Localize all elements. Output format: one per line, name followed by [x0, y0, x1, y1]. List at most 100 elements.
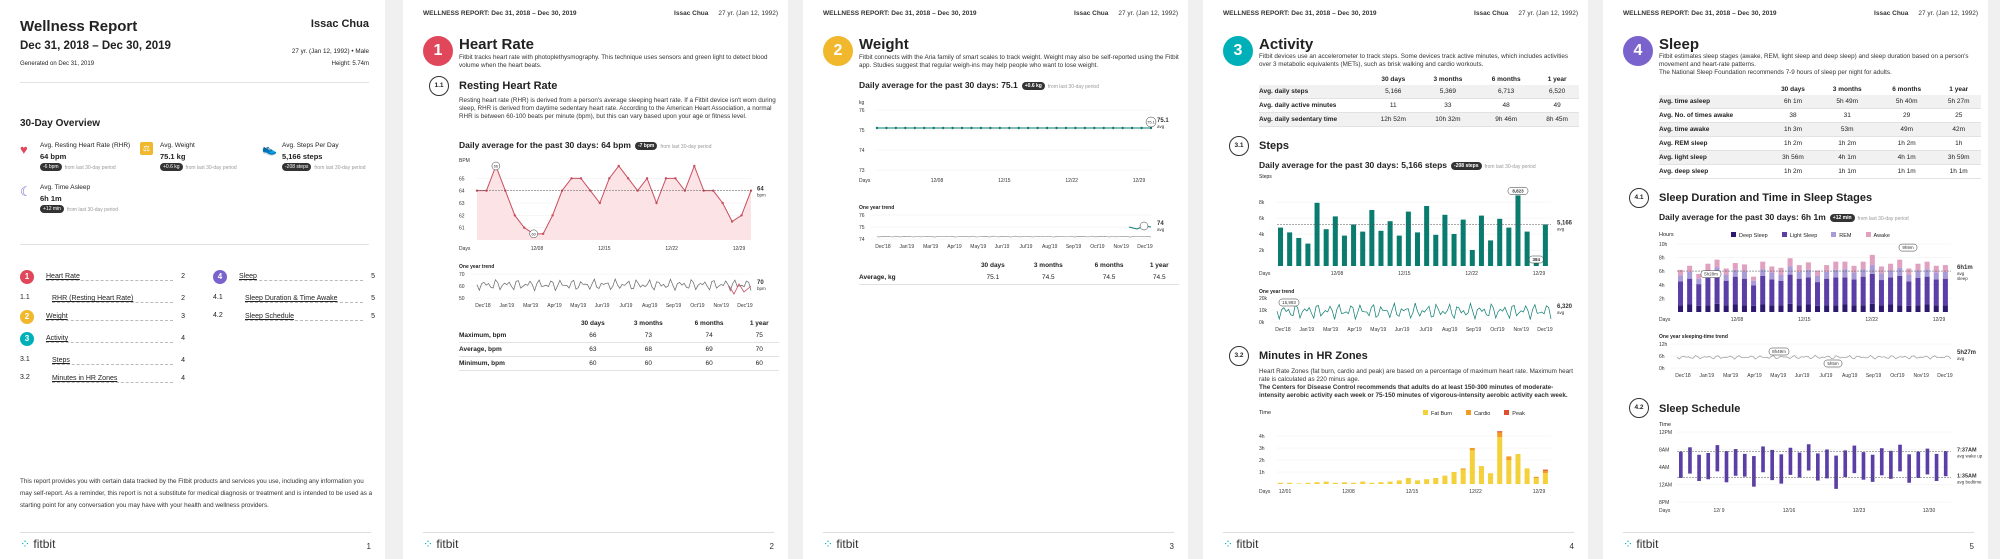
toc-label[interactable]: Activity	[46, 335, 173, 343]
toc-label[interactable]: RHR (Resting Heart Rate)	[52, 295, 173, 303]
x-tick-label: Nov'19	[1513, 327, 1529, 333]
table-row: Avg. daily sedentary time 12h 52m 10h 32m 9…	[1259, 112, 1579, 127]
bar-segment	[1387, 481, 1393, 484]
footer: fitbit 4	[1223, 537, 1574, 551]
table-cell: 6h 1m	[1768, 95, 1818, 109]
x-tick-label: Apr'19	[1347, 327, 1362, 333]
x-tick-label: Oct'19	[1890, 373, 1905, 379]
toc-label[interactable]: Sleep	[239, 273, 363, 281]
bar	[1916, 451, 1921, 478]
table-cell: 1h 2m	[1817, 136, 1877, 151]
footer: fitbit 5	[1623, 537, 1974, 551]
fitbit-logo: fitbit	[1223, 537, 1258, 551]
bar-segment	[1888, 263, 1894, 271]
legend-item: REM	[1831, 232, 1852, 239]
x-tick-label: Dec'19	[1137, 244, 1153, 250]
bar-segment	[1415, 480, 1421, 484]
x-tick-label: Oct'19	[1090, 244, 1105, 250]
x-tick-label: Dec'19	[1937, 373, 1953, 379]
sleep-legend: Deep Sleep Light Sleep REM Awake	[1731, 232, 1904, 239]
toc-label[interactable]: Minutes in HR Zones	[52, 375, 173, 383]
x-tick-label: 12/22	[665, 246, 678, 252]
x-tick-label: Sep'19	[1066, 244, 1082, 250]
trend-line	[876, 235, 1152, 238]
bar-segment	[1469, 448, 1475, 451]
axis-label: Time	[1259, 410, 1272, 416]
data-point	[1140, 126, 1143, 130]
bar	[1870, 454, 1875, 482]
toc-label[interactable]: Steps	[52, 357, 173, 365]
footer: fitbit 3	[823, 537, 1174, 551]
bar	[1943, 451, 1948, 477]
subsection-number: 3.2	[1229, 346, 1249, 366]
bar-segment	[1860, 305, 1866, 312]
x-tick-label: 12/29	[1933, 317, 1946, 323]
toc-page: 5	[371, 273, 375, 280]
max-marker	[491, 161, 501, 171]
x-tick-label: 12/16	[1783, 508, 1796, 514]
min-marker	[1700, 270, 1722, 278]
x-axis-label: Days	[1659, 508, 1671, 514]
bar	[1369, 210, 1375, 266]
table-cell: 10h 32m	[1418, 112, 1478, 127]
x-tick-label: Dec'18	[1275, 327, 1291, 333]
data-point	[894, 126, 898, 130]
bar-segment	[1451, 472, 1457, 484]
subsection-title: Minutes in HR Zones	[1259, 350, 1368, 362]
bar-segment	[1696, 278, 1702, 285]
data-point	[960, 126, 964, 130]
x-tick-label: 12/23	[1853, 508, 1866, 514]
toc-label[interactable]: Weight	[46, 313, 173, 321]
legend-label: REM	[1839, 233, 1852, 239]
toc-label[interactable]: Sleep Duration & Time Awake	[245, 295, 363, 303]
bar	[1396, 235, 1402, 266]
bar	[1405, 211, 1411, 266]
data-point	[989, 126, 992, 130]
table-cell: Avg. time awake	[1659, 122, 1769, 137]
x-axis-label: Days	[1259, 271, 1271, 277]
bar	[1515, 195, 1521, 266]
table-cell: 3h 56m	[1768, 150, 1818, 165]
bar-segment	[1824, 305, 1830, 312]
section-title: Heart Rate	[459, 36, 535, 53]
bar-segment	[1405, 478, 1411, 484]
toc-label[interactable]: Sleep Schedule	[245, 313, 363, 321]
legend-label: Awake	[1873, 233, 1890, 239]
bar-segment	[1396, 480, 1402, 484]
y-tick-label: 74	[859, 237, 865, 243]
toc-number: 3.2	[20, 374, 30, 381]
bar-segment	[1497, 431, 1503, 433]
table-cell: 11	[1367, 98, 1419, 113]
x-axis-label: Days	[859, 178, 871, 184]
bar-segment	[1915, 278, 1921, 306]
trend-label: One year sleeping-time trend	[1659, 334, 1728, 340]
toc-number: 2	[20, 310, 34, 324]
bar	[1278, 227, 1284, 266]
section-title: Weight	[859, 36, 909, 53]
table-cell: 1h 3m	[1768, 122, 1818, 137]
bar	[1761, 446, 1765, 473]
bar-segment	[1524, 468, 1530, 484]
x-tick-label: 12/29	[1533, 271, 1546, 277]
subsection-number: 1.1	[429, 76, 449, 96]
table-cell: Maximum, bpm	[459, 329, 568, 343]
y-tick-label: 12AM	[1659, 483, 1672, 489]
x-tick-label: 12/29	[1133, 178, 1146, 184]
bar	[1424, 206, 1430, 266]
table-header: 3 months	[1832, 86, 1862, 93]
x-tick-label: Dec'19	[737, 303, 753, 309]
footer-divider	[20, 532, 371, 533]
toc-label[interactable]: Heart Rate	[46, 273, 173, 281]
bar	[1460, 219, 1466, 266]
bar-segment	[1915, 305, 1921, 312]
report-page-3: WELLNESS REPORT: Dec 31, 2018 – Dec 30, …	[803, 0, 1188, 559]
bar-segment	[1824, 278, 1830, 306]
x-tick-label: Jun'19	[1395, 327, 1410, 333]
bar	[1770, 449, 1774, 481]
y-tick-label: 4k	[1259, 232, 1265, 238]
axis-label: Hours	[1659, 232, 1674, 238]
data-point	[875, 126, 879, 130]
table-cell: 66	[567, 329, 618, 343]
